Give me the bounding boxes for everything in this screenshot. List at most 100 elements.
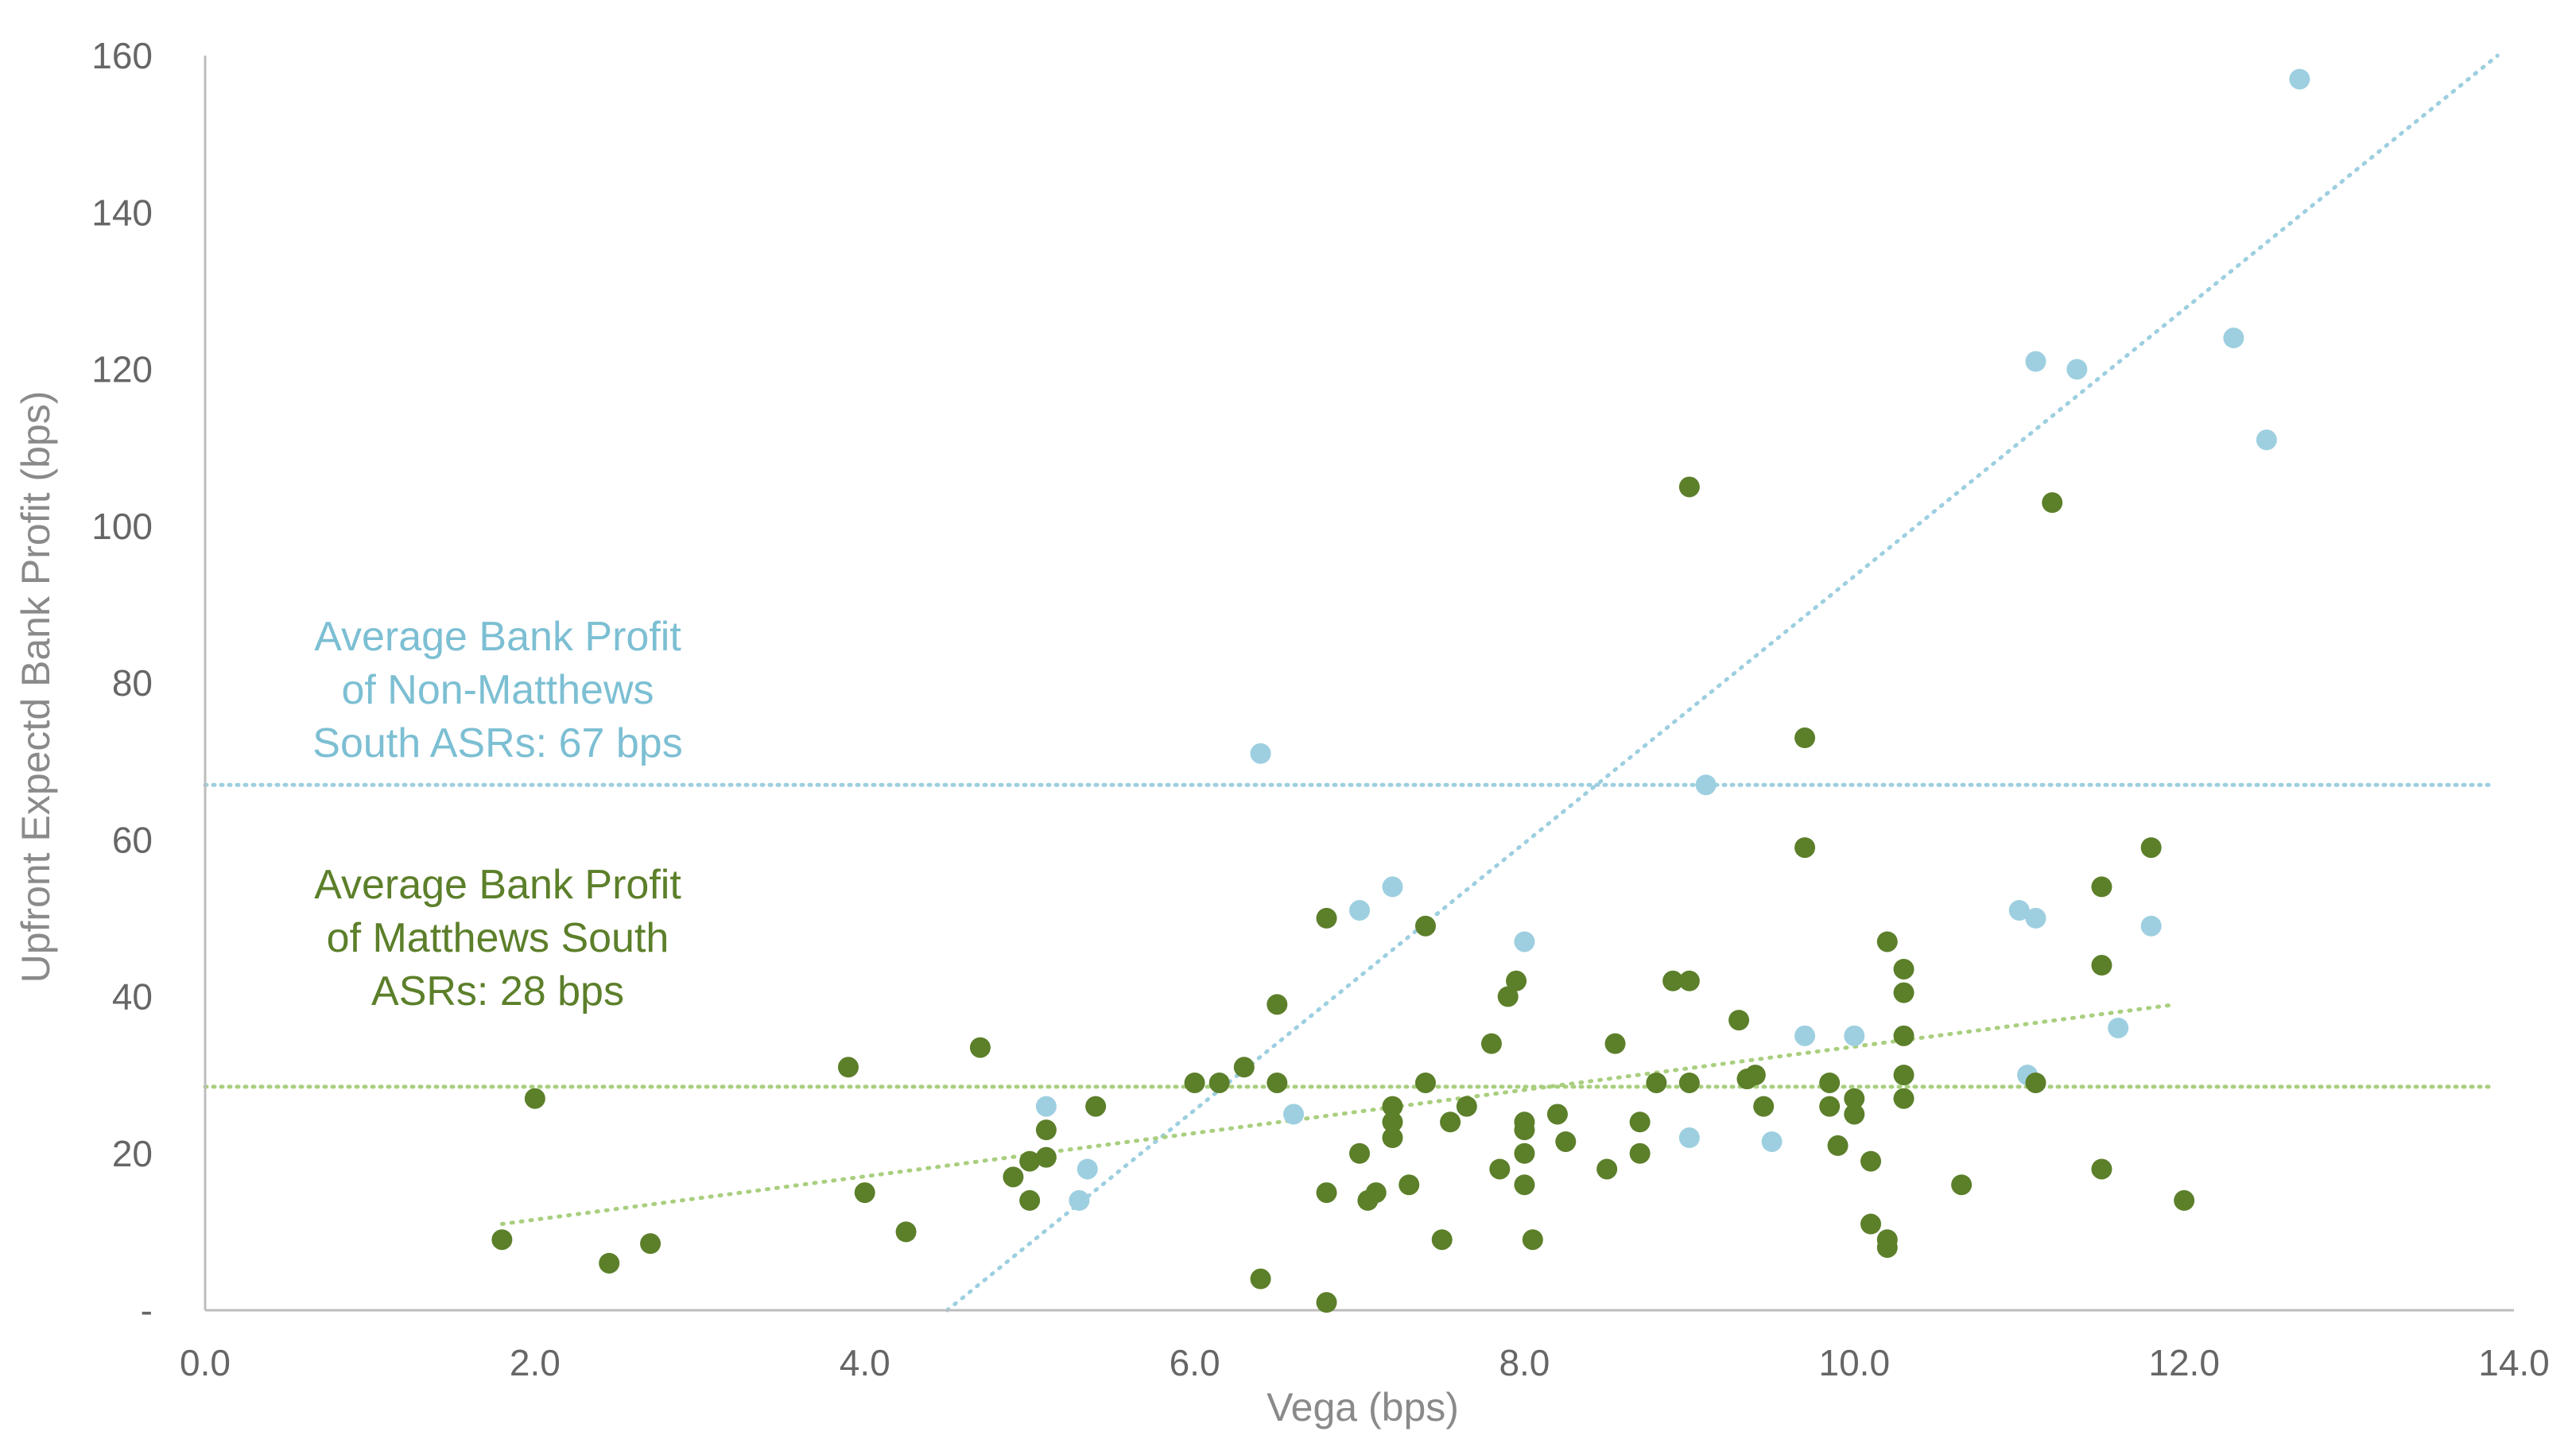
point-matthews (1794, 837, 1816, 859)
point-matthews (1753, 1096, 1775, 1117)
point-matthews (1794, 727, 1816, 749)
point-non-matthews (1069, 1189, 1090, 1211)
point-matthews (1604, 1033, 1626, 1054)
point-non-matthews (2108, 1017, 2129, 1038)
y-axis-title: Upfront Expectd Bank Profit (bps) (14, 391, 58, 983)
trend-line-matthews (499, 1002, 2178, 1227)
point-matthews (1349, 1142, 1370, 1164)
point-non-matthews (1844, 1025, 1865, 1046)
point-matthews (1951, 1174, 1973, 1196)
point-matthews (2174, 1189, 2195, 1211)
trend-line-non-matthews (945, 53, 2500, 1313)
point-non-matthews (1382, 876, 1403, 898)
point-matthews (2140, 837, 2162, 859)
point-matthews (1019, 1189, 1041, 1211)
point-matthews (1876, 1237, 1898, 1259)
point-matthews (524, 1088, 545, 1109)
point-matthews (1003, 1166, 1024, 1188)
point-matthews (1662, 970, 1684, 991)
point-matthews (1399, 1174, 1420, 1196)
point-matthews (1316, 1292, 1337, 1313)
point-matthews (1414, 915, 1436, 937)
point-matthews (1844, 1104, 1865, 1125)
point-matthews (1514, 1174, 1535, 1196)
point-non-matthews (1283, 1104, 1305, 1125)
y-tick-label: - (141, 1290, 153, 1331)
point-matthews (1728, 1010, 1750, 1031)
annotation-matthews: Average Bank Profit of Matthews South ASRs… (314, 862, 681, 1014)
point-matthews (1893, 1065, 1915, 1086)
point-matthews (1514, 1119, 1535, 1141)
y-tick-label: 120 (91, 349, 153, 390)
point-matthews (491, 1229, 513, 1251)
point-non-matthews (2256, 429, 2277, 451)
data-points (491, 68, 2310, 1313)
axes (204, 56, 2514, 1312)
point-matthews (1860, 1150, 1882, 1172)
point-matthews (1678, 970, 1700, 991)
point-matthews (1893, 1025, 1915, 1046)
point-matthews (640, 1233, 661, 1255)
point-matthews (1555, 1131, 1577, 1152)
y-tick-label: 40 (112, 976, 153, 1018)
point-matthews (1893, 958, 1915, 980)
point-matthews (1250, 1268, 1271, 1290)
y-tick-label: 160 (91, 35, 153, 76)
point-matthews (1456, 1096, 1477, 1117)
annotation-line: of Matthews South (327, 915, 669, 961)
point-matthews (2025, 1072, 2046, 1093)
point-non-matthews (1077, 1158, 1098, 1180)
point-matthews (1678, 476, 1700, 498)
point-matthews (2091, 1158, 2112, 1180)
point-matthews (1316, 907, 1337, 929)
point-matthews (1440, 1111, 1461, 1133)
point-matthews (1267, 994, 1288, 1015)
point-matthews (854, 1182, 875, 1204)
y-tick-label: 80 (112, 662, 153, 704)
point-matthews (599, 1252, 620, 1274)
average-lines (203, 782, 2493, 1089)
point-matthews (895, 1221, 917, 1243)
point-matthews (1431, 1229, 1453, 1251)
point-matthews (969, 1037, 991, 1058)
annotation-line: South ASRs: 67 bps (312, 720, 682, 766)
x-tick-label: 10.0 (1819, 1342, 1891, 1383)
y-tick-label: 140 (91, 192, 153, 233)
point-matthews (1382, 1096, 1403, 1117)
point-matthews (1546, 1104, 1568, 1125)
point-non-matthews (1514, 931, 1535, 952)
annotations: Average Bank Profit of Non-Matthews South … (312, 614, 682, 1014)
point-matthews (1629, 1111, 1651, 1133)
point-non-matthews (1695, 774, 1717, 796)
point-non-matthews (1035, 1096, 1057, 1117)
x-tick-label: 6.0 (1170, 1342, 1220, 1383)
point-non-matthews (2008, 900, 2030, 921)
point-matthews (1497, 986, 1519, 1007)
point-non-matthews (1761, 1131, 1783, 1152)
x-tick-label: 8.0 (1499, 1342, 1550, 1383)
point-matthews (1522, 1229, 1543, 1251)
point-non-matthews (1250, 743, 1271, 764)
point-matthews (1876, 931, 1898, 952)
point-non-matthews (2223, 328, 2244, 349)
x-tick-label: 4.0 (840, 1342, 890, 1383)
point-matthews (1646, 1072, 1667, 1093)
point-matthews (1819, 1072, 1841, 1093)
point-matthews (1035, 1146, 1057, 1168)
point-matthews (1678, 1072, 1700, 1093)
point-matthews (1860, 1213, 1882, 1235)
point-matthews (1365, 1182, 1387, 1204)
point-matthews (1629, 1142, 1651, 1164)
tick-labels: 0.0 2.0 4.0 6.0 8.0 10.0 12.0 14.0 - 20 40 60 80 100 1… (91, 35, 2550, 1383)
x-tick-label: 14.0 (2478, 1342, 2550, 1383)
x-axis-title: Vega (bps) (1267, 1385, 1459, 1430)
point-matthews (1382, 1111, 1403, 1133)
point-matthews (1893, 1088, 1915, 1109)
point-matthews (1382, 1127, 1403, 1149)
point-matthews (1596, 1158, 1618, 1180)
point-matthews (1744, 1065, 1766, 1086)
point-matthews (1489, 1158, 1511, 1180)
point-matthews (837, 1057, 859, 1078)
y-tick-label: 100 (91, 506, 153, 547)
